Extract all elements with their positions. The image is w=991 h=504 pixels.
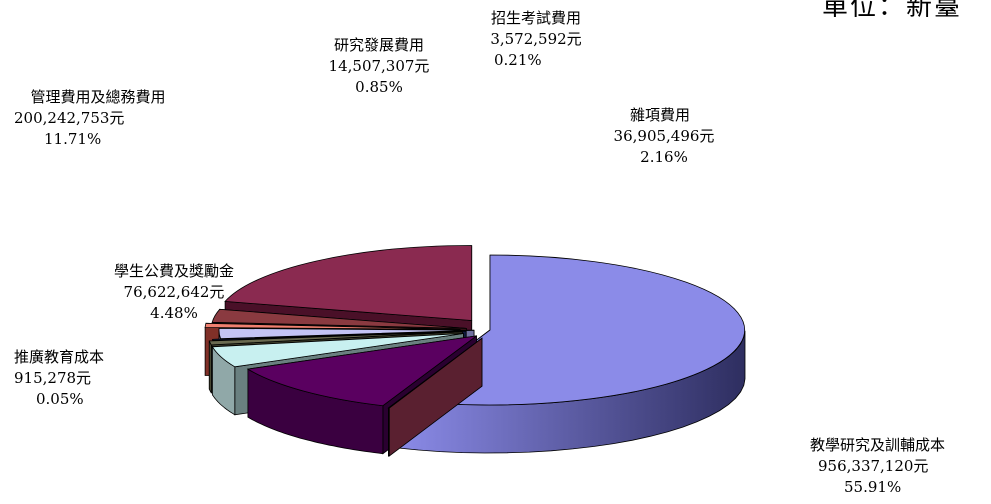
pie-slice-top-4 (208, 331, 463, 346)
pie-slice-top-1 (387, 337, 483, 409)
label-admission-amount: 3,572,592元 (490, 30, 582, 48)
unit-title: 單位：新臺 (822, 0, 963, 22)
label-extension-amount: 915,278元 (14, 369, 92, 387)
label-extension: 推廣教育成本 915,278元 0.05% (14, 347, 144, 410)
label-misc: 雜項費用 36,905,496元 2.16% (594, 105, 734, 168)
label-admission-name: 招生考試費用 (490, 9, 581, 27)
label-teaching-amount: 956,337,120元 (818, 457, 929, 475)
label-misc-percent: 2.16% (640, 148, 688, 166)
label-admin-amount: 200,242,753元 (14, 109, 125, 127)
pie-slice-wall-1 (388, 407, 390, 457)
label-admin: 管理費用及總務費用 200,242,753元 11.71% (0, 87, 196, 150)
label-admission-percent: 0.21% (494, 51, 542, 69)
label-extension-percent: 0.05% (36, 390, 84, 408)
label-admission: 招生考試費用 3,572,592元 0.21% (466, 8, 606, 71)
label-admin-percent: 11.71% (44, 130, 102, 148)
label-student-aid: 學生公費及獎勵金 76,622,642元 4.48% (84, 261, 264, 324)
pie-slice-1 (387, 337, 483, 457)
label-misc-amount: 36,905,496元 (613, 127, 715, 145)
label-admin-name: 管理費用及總務費用 (30, 88, 166, 106)
label-research-amount: 14,507,307元 (328, 57, 430, 75)
pie-slice-top-7 (204, 322, 461, 330)
pie-slice-top-6 (218, 327, 475, 340)
label-student-aid-name: 學生公費及獎勵金 (113, 262, 234, 280)
label-student-aid-amount: 76,622,642元 (123, 283, 225, 301)
label-teaching-name: 教學研究及訓輔成本 (810, 436, 946, 454)
pie-slice-top-2 (246, 335, 477, 407)
pie-slice-top-3 (211, 333, 464, 368)
pie-slice-wall-4 (208, 340, 212, 394)
pie-slice-top-8 (211, 308, 467, 329)
pie-slice-top-5 (212, 330, 467, 341)
label-teaching: 教學研究及訓輔成本 956,337,120元 55.91% (810, 435, 945, 498)
label-extension-name: 推廣教育成本 (14, 348, 105, 366)
label-teaching-percent: 55.91% (844, 478, 902, 496)
label-research: 研究發展費用 14,507,307元 0.85% (304, 35, 454, 98)
label-research-percent: 0.85% (355, 78, 403, 96)
pie-slice-top-9 (224, 245, 473, 321)
label-research-name: 研究發展費用 (333, 36, 424, 54)
label-misc-name: 雜項費用 (630, 106, 691, 124)
label-student-aid-percent: 4.48% (150, 304, 198, 322)
pie-slice-top-0 (396, 254, 745, 406)
